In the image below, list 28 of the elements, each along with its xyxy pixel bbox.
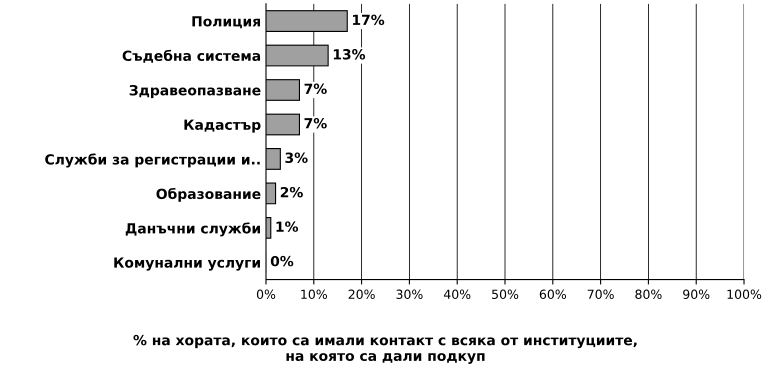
y-tick-label: Съдебна система (122, 50, 260, 63)
y-tick-label: Служби за регистрации и.. (45, 153, 260, 168)
y-tick-label: Здравеопазване (130, 84, 260, 98)
x-tick-label: 0% (256, 290, 276, 299)
data-label: 17% (352, 14, 384, 26)
data-label: 0% (270, 256, 294, 266)
x-tick-label: 10% (301, 290, 327, 299)
x-tick-label: 70% (588, 290, 614, 299)
x-axis-title: % на хората, които са имали контакт с всяка от институциите, на която са дали подкуп (133, 334, 637, 364)
data-label: 7% (304, 118, 327, 129)
x-tick-label: 100% (728, 290, 762, 299)
data-label: 2% (280, 186, 303, 198)
y-tick-label: Полиция (192, 16, 260, 28)
y-tick-label: Кадастър (184, 120, 261, 133)
y-tick-label: Образование (156, 188, 260, 202)
data-label: 1% (276, 221, 298, 232)
x-tick-label: 40% (444, 290, 470, 299)
x-tick-label: 80% (635, 290, 662, 299)
x-tick-label: 90% (683, 290, 710, 299)
y-tick-label: Данъчни служби (126, 222, 260, 236)
data-label: 3% (285, 152, 308, 163)
data-label: 7% (304, 84, 327, 94)
y-tick-label: Комунални услуги (114, 257, 260, 271)
x-tick-label: 60% (540, 290, 566, 299)
x-tick-label: 20% (348, 290, 375, 299)
x-tick-label: 30% (396, 290, 423, 299)
data-label: 13% (334, 49, 366, 60)
x-tick-label: 50% (492, 290, 518, 299)
